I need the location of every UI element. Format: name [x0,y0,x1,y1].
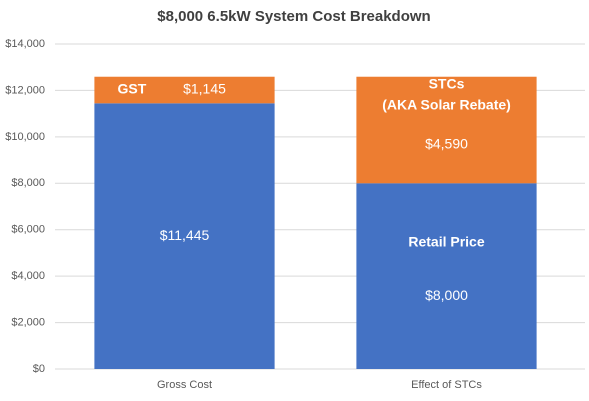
y-tick-label: $10,000 [5,131,45,143]
data-label: $11,445 [160,227,210,243]
bar-segment [94,103,275,369]
y-tick-label: $12,000 [5,84,45,96]
annotation: (AKA Solar Rebate) [382,97,511,113]
data-label: $8,000 [425,287,468,303]
y-tick-label: $0 [33,363,45,375]
bar-segment [356,76,537,184]
bar-segment [94,76,275,104]
y-tick-label: $6,000 [11,224,45,236]
annotation: Retail Price [408,234,484,250]
annotation: GST [118,81,147,97]
chart-title: $8,000 6.5kW System Cost Breakdown [157,8,430,25]
bar-segment [356,183,537,369]
y-tick-label: $8,000 [11,177,45,189]
y-tick-label: $4,000 [11,270,45,282]
data-label: $1,145 [183,81,226,97]
data-label: $4,590 [425,136,468,152]
y-tick-label: $14,000 [5,38,45,50]
x-tick-label: Gross Cost [157,379,212,391]
y-tick-label: $2,000 [11,316,45,328]
annotation: STCs [429,76,465,92]
x-tick-label: Effect of STCs [411,379,482,391]
